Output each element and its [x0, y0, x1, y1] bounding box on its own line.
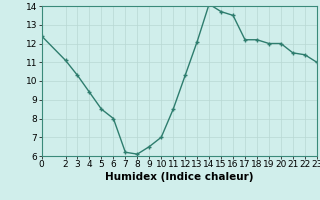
X-axis label: Humidex (Indice chaleur): Humidex (Indice chaleur) — [105, 172, 253, 182]
